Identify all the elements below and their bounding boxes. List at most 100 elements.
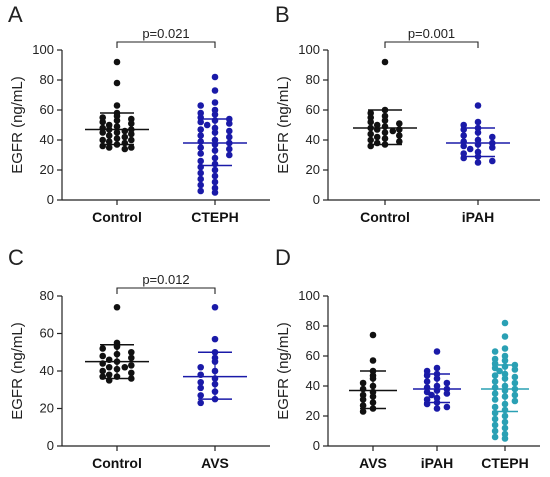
significance-bracket	[116, 287, 216, 294]
y-tick-label: 0	[313, 192, 320, 207]
panel-letter: B	[275, 2, 290, 27]
data-point	[367, 130, 375, 138]
data-point	[501, 345, 509, 352]
data-point	[491, 433, 499, 441]
data-point	[433, 348, 441, 355]
data-point	[197, 102, 204, 109]
y-tick-label: 80	[40, 288, 54, 303]
data-point	[197, 144, 204, 151]
panel-letter: D	[275, 245, 291, 270]
data-point	[226, 145, 233, 153]
data-point	[491, 403, 499, 411]
data-point	[443, 379, 451, 387]
data-point	[113, 303, 121, 311]
data-point	[121, 133, 129, 141]
p-value-label: p=0.012	[142, 272, 189, 287]
data-point	[474, 159, 482, 166]
panel-a: A 0 20 40 60 80 100 EGFR (ng/mL) Control CTEPH p=0…	[8, 2, 270, 225]
data-point	[443, 403, 451, 411]
y-tick-label: 60	[306, 348, 320, 363]
data-point	[491, 390, 499, 397]
data-point	[501, 424, 509, 432]
data-point	[423, 378, 431, 385]
data-point	[197, 157, 204, 165]
panel-letter: C	[8, 245, 24, 270]
data-point	[489, 144, 496, 151]
data-point	[113, 79, 121, 87]
data-point	[460, 154, 468, 162]
data-point	[197, 138, 204, 145]
y-tick-label: 20	[40, 401, 54, 416]
data-point	[491, 409, 499, 417]
data-point	[211, 111, 219, 118]
y-tick-label: 60	[40, 326, 54, 341]
data-point	[128, 120, 135, 127]
data-point	[501, 357, 509, 364]
category-label: CTEPH	[191, 209, 238, 225]
data-point	[367, 142, 375, 150]
data-point	[99, 136, 106, 144]
data-point	[99, 352, 106, 360]
y-tick-label: 0	[313, 438, 320, 453]
data-point	[491, 421, 499, 429]
data-point	[423, 400, 431, 408]
category-label: AVS	[201, 455, 229, 471]
y-tick-label: 100	[298, 42, 320, 57]
data-point	[460, 126, 468, 133]
y-axis-title: EGFR (ng/mL)	[9, 322, 26, 420]
data-point	[423, 372, 431, 379]
data-point	[466, 145, 474, 153]
data-point	[211, 73, 219, 81]
category-label: CTEPH	[481, 455, 528, 471]
data-point	[105, 144, 113, 151]
data-point	[511, 397, 519, 405]
data-point	[128, 130, 135, 138]
data-point	[359, 379, 367, 387]
data-point	[373, 139, 381, 147]
y-axis-title: EGFR (ng/mL)	[275, 76, 292, 174]
data-point	[128, 369, 135, 377]
data-point	[511, 379, 519, 387]
data-point	[197, 150, 204, 157]
data-point	[501, 412, 509, 420]
data-point	[359, 402, 367, 409]
y-tick-label: 80	[306, 72, 320, 87]
data-point	[197, 384, 204, 392]
data-point	[203, 121, 211, 129]
significance-bracket	[384, 41, 479, 48]
data-point	[367, 118, 375, 126]
data-point	[128, 144, 135, 151]
data-point	[226, 127, 233, 135]
data-point	[491, 415, 499, 423]
category-label: Control	[92, 455, 142, 471]
data-point	[211, 303, 219, 311]
data-point	[121, 127, 129, 135]
y-tick-label: 20	[306, 162, 320, 177]
y-tick-label: 0	[47, 192, 54, 207]
data-point	[121, 363, 129, 371]
data-point	[396, 120, 403, 127]
y-tick-label: 40	[306, 378, 320, 393]
data-point	[113, 102, 121, 109]
data-point	[511, 366, 519, 373]
category-label: Control	[360, 209, 410, 225]
data-point	[197, 399, 204, 407]
p-value-label: p=0.021	[142, 26, 189, 41]
category-label: iPAH	[421, 455, 453, 471]
data-point	[443, 390, 451, 397]
panel-c: C 0 20 40 60 80 EGFR (ng/mL) Control AVS p=0.012	[8, 245, 270, 471]
data-point	[197, 132, 204, 139]
data-point	[460, 142, 468, 150]
data-point	[359, 396, 367, 403]
data-point	[373, 133, 381, 141]
y-tick-label: 60	[40, 102, 54, 117]
data-point	[226, 151, 233, 159]
y-tick-label: 20	[40, 162, 54, 177]
data-point	[511, 373, 519, 381]
data-point	[211, 166, 219, 174]
data-point	[501, 418, 509, 426]
data-point	[396, 138, 403, 145]
data-point	[197, 187, 204, 195]
data-point	[501, 319, 509, 327]
